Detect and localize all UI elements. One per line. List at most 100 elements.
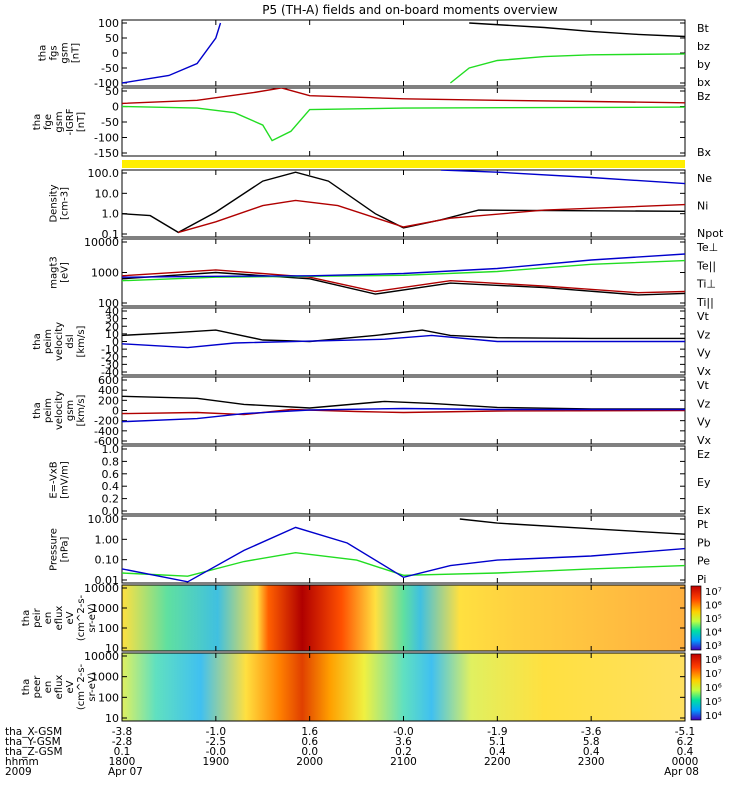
legend-entry: Ni [697, 200, 708, 213]
legend-entry: Te⊥ [696, 241, 718, 254]
series-line-Ni [122, 172, 685, 232]
series-group [122, 88, 685, 141]
series-line-Bt [469, 23, 685, 37]
series-line-bx [122, 23, 221, 83]
y-tick-label: -50 [101, 62, 119, 75]
colorbar-label: 10⁸ [705, 655, 722, 666]
y-axis-label: tha [32, 114, 43, 130]
y-axis-label: peer [32, 675, 43, 699]
y-axis-label: [nPa] [60, 536, 71, 562]
y-axis-label: eV [65, 680, 76, 693]
colorbar-label: 10³ [705, 641, 722, 652]
legend-entry: Pb [697, 536, 711, 549]
series-group [122, 254, 685, 295]
series-line-Pi [122, 527, 685, 581]
panel-peir: 10⁷10⁶10⁵10⁴10³10000100010010tha peir en ef… [21, 582, 722, 655]
series-group [122, 23, 685, 83]
y-axis-label: gsm [54, 111, 65, 132]
legend-entry: Vx [697, 434, 712, 447]
legend-entry: Vy [697, 416, 711, 429]
y-axis-label: sr-eV) [87, 672, 98, 701]
series-group [122, 519, 685, 582]
y-tick-label: 100 [98, 691, 119, 704]
legend-entry: Pt [697, 518, 709, 531]
legend-entry: Vz [697, 328, 711, 341]
colorbar-label: 10⁵ [705, 697, 722, 708]
spectrogram-peir [122, 585, 685, 651]
legend-entry: Pe [697, 555, 710, 568]
legend-entry: Bz [697, 90, 711, 103]
series-line-Vz [122, 410, 685, 415]
y-axis-label: [km/s] [76, 325, 87, 357]
series-line-Vt [122, 396, 685, 409]
y-tick-label: -150 [94, 147, 119, 160]
colorbar-label: 10⁷ [705, 669, 722, 680]
series-group [122, 396, 685, 421]
panel-fge: 500-50-100-150tha fge gsm -IGRF [nT]BzBx [32, 85, 712, 160]
y-axis-label: [km/s] [76, 394, 87, 426]
bottom-axis-value: Apr 07 [108, 766, 143, 778]
colorbar-label: 10⁴ [705, 711, 722, 722]
y-tick-label: 10000 [84, 650, 119, 663]
bottom-axis-value: 1900 [202, 756, 229, 768]
y-axis-label: tha [38, 45, 49, 61]
y-tick-label: 0.2 [102, 493, 120, 506]
y-axis-label: eV [65, 611, 76, 624]
series-line-Vt [122, 330, 685, 341]
panel-pressure: 10.001.000.100.01Pressure [nPa]PtPbPePi [49, 513, 711, 587]
legend-entry: Ez [697, 448, 710, 461]
panel-fgs: 100 50 0 -50 -100 tha fgs gsm [nT] Bt bz by bx [38, 17, 711, 90]
y-axis-label: sr-eV) [87, 603, 98, 632]
panel-temp: 100001000100magt3 [eV]Te⊥Te||Ti⊥Ti|| [49, 236, 719, 310]
series-line-Bx [122, 107, 685, 141]
y-axis-label: [cm-3] [60, 187, 71, 220]
y-tick-label: 10000 [84, 582, 119, 595]
legend-entry: by [697, 58, 711, 71]
legend-entry: Bt [697, 22, 710, 35]
panel-peim_gsm: 6004002000-200-400-600tha peim velocity gsm… [32, 374, 712, 448]
bottom-axis-value: 2200 [484, 756, 511, 768]
y-axis-label: fge [43, 114, 54, 130]
y-tick-label: 10.0 [95, 187, 120, 200]
y-tick-label: 0.4 [102, 480, 120, 493]
legend-entry: bx [697, 76, 711, 89]
colorbar-label: 10⁷ [705, 587, 722, 598]
y-axis-label: Pressure [49, 528, 60, 571]
colorbar-label: 10⁵ [705, 614, 722, 625]
y-axis-label: fgs [49, 45, 60, 60]
panel-peim: 403020100-10-20-30-40tha peim velocity dsl[… [32, 305, 712, 379]
legend-entry: Ex [697, 504, 711, 517]
y-axis-label: tha [32, 333, 43, 349]
y-tick-label: -50 [101, 116, 119, 129]
series-line-Pe [122, 553, 685, 577]
y-tick-label: 1.0 [102, 443, 120, 456]
y-tick-label: 50 [105, 85, 119, 98]
y-tick-label: 0.10 [95, 554, 120, 567]
legend-entry: Ti|| [696, 296, 714, 309]
spectrogram-peer [122, 653, 685, 721]
y-axis-label: (cm^2-s- [76, 594, 87, 641]
panels-layer: 100500-50-100tha fgs gsm [nT]Btbzbybx500-50… [21, 17, 724, 725]
series-group [122, 330, 685, 348]
y-tick-label: 100 [98, 17, 119, 30]
y-tick-label: 0 [112, 101, 119, 114]
bottom-axis-value: Apr 08 [664, 766, 699, 778]
y-axis-label: -IGRF [65, 108, 76, 135]
legend-entry: Ey [697, 476, 711, 489]
bottom-axis-value: 2000 [296, 756, 323, 768]
y-axis-label: [eV] [60, 262, 71, 283]
y-axis-label: tha [21, 610, 32, 626]
bottom-row-label: 2009 [5, 766, 32, 778]
legend-entry: Te|| [696, 259, 716, 272]
y-axis-label: en [43, 681, 54, 694]
legend-entry: Vt [697, 379, 710, 392]
y-axis-label: Density [49, 184, 60, 222]
y-axis-label: dsl [65, 334, 76, 348]
legend-entry: Ti⊥ [696, 278, 716, 291]
panel-peer: 10⁸ 10⁷ 10⁶ 10⁵ 10⁴ 10000 1000 100 10 tha peer en ef… [21, 650, 722, 725]
y-axis-label: velocity [54, 391, 65, 430]
y-axis-label: eflux [54, 606, 65, 631]
y-tick-label: 0.8 [102, 455, 120, 468]
y-axis-label: tha [32, 402, 43, 418]
